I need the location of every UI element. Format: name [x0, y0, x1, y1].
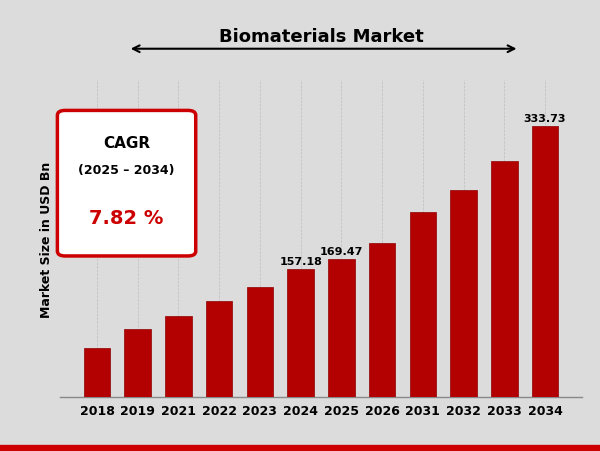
Text: 333.73: 333.73: [524, 114, 566, 124]
Text: 7.82 %: 7.82 %: [89, 208, 164, 227]
Text: CAGR: CAGR: [103, 136, 150, 151]
Text: (2025 – 2034): (2025 – 2034): [79, 164, 175, 177]
Text: 157.18: 157.18: [279, 257, 322, 267]
Y-axis label: Market Size in USD Bn: Market Size in USD Bn: [40, 161, 53, 317]
Bar: [532, 127, 558, 397]
Bar: [328, 260, 355, 397]
Bar: [247, 288, 273, 397]
FancyBboxPatch shape: [58, 111, 196, 256]
Bar: [369, 243, 395, 397]
Bar: [410, 212, 436, 397]
Bar: [124, 330, 151, 397]
Bar: [206, 301, 232, 397]
Bar: [84, 348, 110, 397]
Bar: [165, 316, 191, 397]
Bar: [451, 190, 477, 397]
Bar: [287, 270, 314, 397]
Bar: [491, 162, 518, 397]
Title: Biomaterials Market: Biomaterials Market: [218, 28, 424, 46]
Text: 169.47: 169.47: [320, 247, 363, 257]
